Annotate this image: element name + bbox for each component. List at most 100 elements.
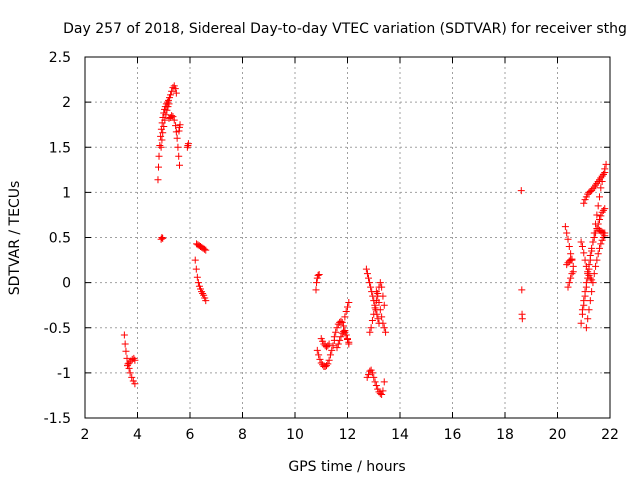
data-point	[582, 324, 590, 332]
data-point	[379, 319, 387, 327]
data-point	[568, 270, 576, 278]
data-point	[375, 298, 383, 306]
data-point	[161, 116, 169, 124]
data-point	[371, 304, 379, 312]
data-point	[597, 184, 605, 192]
data-point	[581, 256, 589, 264]
data-point	[121, 340, 129, 348]
data-point	[333, 344, 341, 352]
data-point	[380, 378, 388, 386]
x-tick-label: 14	[391, 427, 409, 443]
series-arc-h3	[580, 169, 609, 207]
data-point	[328, 346, 336, 354]
series-arc-g2	[563, 255, 576, 269]
data-point	[315, 351, 323, 359]
data-point	[184, 141, 192, 149]
data-point	[564, 283, 572, 291]
data-point	[199, 289, 207, 297]
data-point	[168, 87, 176, 95]
data-point	[120, 331, 128, 339]
data-point	[157, 132, 165, 140]
data-point	[588, 244, 596, 252]
data-point	[342, 308, 350, 316]
data-point	[337, 333, 345, 341]
data-point	[585, 306, 593, 314]
y-tick-label: 1	[62, 185, 71, 201]
data-point	[332, 328, 340, 336]
data-point	[155, 152, 163, 160]
data-point	[563, 229, 571, 237]
data-point	[323, 362, 330, 370]
data-point	[564, 235, 572, 243]
data-point	[338, 318, 346, 326]
data-point	[325, 340, 333, 348]
data-point	[168, 112, 176, 120]
data-point	[598, 208, 606, 216]
data-point	[342, 331, 350, 339]
data-point	[594, 178, 602, 186]
series-arc-f1	[517, 187, 526, 323]
series-arc-b2	[157, 100, 173, 151]
series-arc-h4	[577, 238, 596, 284]
data-point	[567, 256, 575, 264]
data-point	[125, 359, 133, 367]
data-point	[594, 202, 602, 210]
data-point	[586, 297, 594, 305]
data-point	[599, 206, 607, 214]
series-arc-d3	[317, 335, 333, 351]
data-point	[324, 360, 332, 368]
data-point	[596, 176, 603, 184]
data-point	[596, 215, 603, 223]
data-point	[380, 324, 388, 332]
data-point	[593, 179, 601, 187]
data-point	[367, 324, 375, 332]
data-point	[344, 303, 351, 311]
data-point	[518, 315, 526, 323]
data-point	[176, 161, 183, 169]
data-point	[326, 351, 334, 359]
data-point	[379, 387, 387, 395]
data-point	[597, 240, 605, 248]
data-point	[565, 279, 573, 287]
data-point	[563, 261, 571, 269]
data-point	[330, 333, 338, 341]
data-point	[586, 252, 594, 260]
data-point	[198, 288, 206, 296]
data-point	[314, 271, 322, 279]
data-point	[200, 245, 208, 253]
data-point	[312, 286, 320, 294]
data-point	[380, 301, 388, 309]
data-point	[156, 141, 164, 149]
data-point	[577, 319, 585, 327]
data-point	[162, 111, 170, 119]
data-point	[596, 244, 603, 252]
data-point	[374, 292, 382, 300]
data-point	[126, 369, 134, 377]
data-point	[131, 380, 139, 388]
data-point	[345, 338, 353, 346]
series-arc-g3	[564, 268, 577, 291]
y-tick-label: 0.5	[49, 231, 71, 247]
grid-layer	[85, 57, 610, 418]
data-point	[363, 270, 371, 278]
data-point	[131, 356, 139, 364]
data-point	[170, 116, 178, 124]
data-point	[171, 85, 179, 93]
data-point	[157, 235, 165, 243]
data-point	[174, 143, 182, 151]
data-point	[367, 283, 375, 291]
data-point	[602, 160, 610, 168]
data-point	[368, 317, 376, 325]
y-tick-label: 2.5	[49, 50, 71, 66]
data-point	[584, 315, 592, 323]
data-point	[325, 356, 333, 364]
data-point	[578, 243, 586, 251]
data-point	[159, 234, 167, 242]
data-point	[581, 288, 589, 296]
series-arc-h5	[582, 232, 609, 332]
data-point	[376, 306, 384, 314]
data-point	[333, 324, 341, 332]
data-point	[191, 256, 199, 264]
